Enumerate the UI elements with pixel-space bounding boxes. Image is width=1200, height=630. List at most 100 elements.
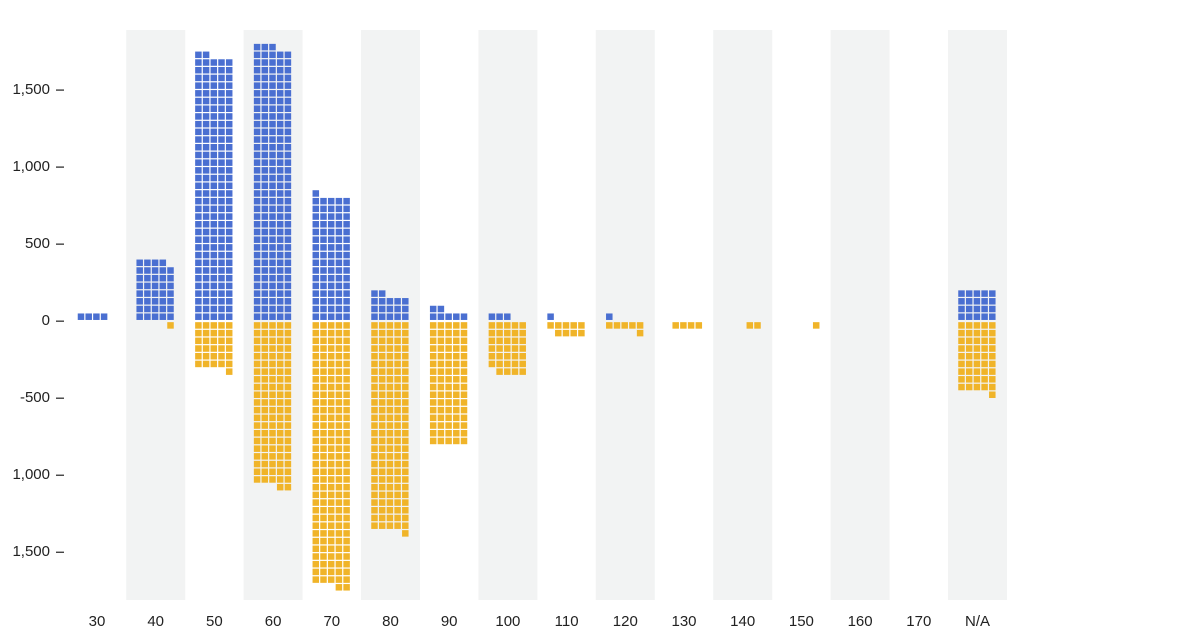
unit-square <box>261 453 269 460</box>
unit-square <box>335 368 343 375</box>
unit-square <box>312 213 320 220</box>
unit-square <box>136 290 143 297</box>
unit-square <box>225 174 233 182</box>
unit-square <box>695 322 703 329</box>
unit-square <box>276 360 284 368</box>
unit-square <box>312 576 320 583</box>
unit-square <box>269 120 276 128</box>
unit-square <box>496 368 503 375</box>
unit-square <box>460 422 468 429</box>
unit-square <box>394 499 401 506</box>
unit-square <box>394 445 401 452</box>
unit-square <box>253 368 261 375</box>
unit-square <box>312 251 320 259</box>
unit-square <box>320 213 327 220</box>
unit-square <box>394 422 401 429</box>
unit-square <box>320 244 327 251</box>
unit-square <box>269 414 276 422</box>
unit-square <box>276 483 284 491</box>
band <box>713 30 773 600</box>
unit-square <box>327 445 335 452</box>
unit-square <box>276 59 284 66</box>
unit-square <box>371 437 378 445</box>
unit-square <box>253 290 261 297</box>
unit-square <box>218 90 225 97</box>
unit-square <box>371 476 378 483</box>
unit-square <box>269 290 276 297</box>
unit-square <box>218 298 225 305</box>
unit-square <box>261 437 269 445</box>
unit-square <box>965 290 973 297</box>
unit-square <box>504 352 511 360</box>
unit-square <box>327 298 335 305</box>
unit-square <box>210 105 218 112</box>
unit-square <box>519 329 526 337</box>
unit-square <box>335 422 343 429</box>
unit-square <box>973 313 981 320</box>
unit-square <box>394 391 401 398</box>
unit-square <box>284 468 292 476</box>
unit-square <box>276 267 284 274</box>
unit-square <box>394 352 401 360</box>
unit-square <box>343 468 350 476</box>
unit-square <box>195 267 202 274</box>
unit-square <box>320 422 327 429</box>
unit-square <box>386 437 394 445</box>
unit-square <box>445 391 452 398</box>
unit-square <box>519 322 526 329</box>
unit-square <box>327 468 335 476</box>
unit-square <box>284 368 292 375</box>
unit-square <box>195 74 202 82</box>
unit-square <box>202 159 210 166</box>
unit-square <box>284 236 292 243</box>
unit-square <box>327 352 335 360</box>
unit-square <box>269 82 276 89</box>
unit-square <box>402 329 409 337</box>
unit-square <box>371 360 378 368</box>
y-tick-label: 1,000 <box>12 466 50 483</box>
x-tick-label: 140 <box>730 613 755 630</box>
unit-square <box>445 345 452 352</box>
unit-square <box>269 267 276 274</box>
unit-square <box>253 97 261 105</box>
unit-square <box>218 82 225 89</box>
unit-square <box>218 352 225 360</box>
unit-square <box>284 159 292 166</box>
unit-square <box>253 305 261 313</box>
unit-square <box>402 522 409 529</box>
unit-square <box>335 391 343 398</box>
unit-square <box>261 74 269 82</box>
unit-square <box>202 352 210 360</box>
unit-square <box>327 221 335 228</box>
unit-square <box>386 460 394 468</box>
unit-square <box>981 352 988 360</box>
unit-square <box>335 345 343 352</box>
unit-square <box>202 90 210 97</box>
unit-square <box>402 368 409 375</box>
unit-square <box>445 368 452 375</box>
unit-square <box>312 391 320 398</box>
unit-square <box>327 305 335 313</box>
unit-square <box>511 322 519 329</box>
unit-square <box>746 322 754 329</box>
unit-square <box>989 360 996 368</box>
unit-square <box>394 491 401 499</box>
unit-square <box>965 313 973 320</box>
unit-square <box>225 305 233 313</box>
unit-square <box>253 174 261 182</box>
unit-square <box>136 259 143 267</box>
waffle-stack <box>371 290 409 320</box>
unit-square <box>276 51 284 59</box>
unit-square <box>437 352 445 360</box>
unit-square <box>202 244 210 251</box>
unit-square <box>225 313 233 320</box>
unit-square <box>429 437 437 445</box>
unit-square <box>371 422 378 429</box>
unit-square <box>445 383 452 391</box>
unit-square <box>965 376 973 383</box>
unit-square <box>371 514 378 522</box>
y-tick-label: 1,500 <box>12 543 50 560</box>
unit-square <box>210 322 218 329</box>
unit-square <box>335 476 343 483</box>
unit-square <box>218 190 225 197</box>
